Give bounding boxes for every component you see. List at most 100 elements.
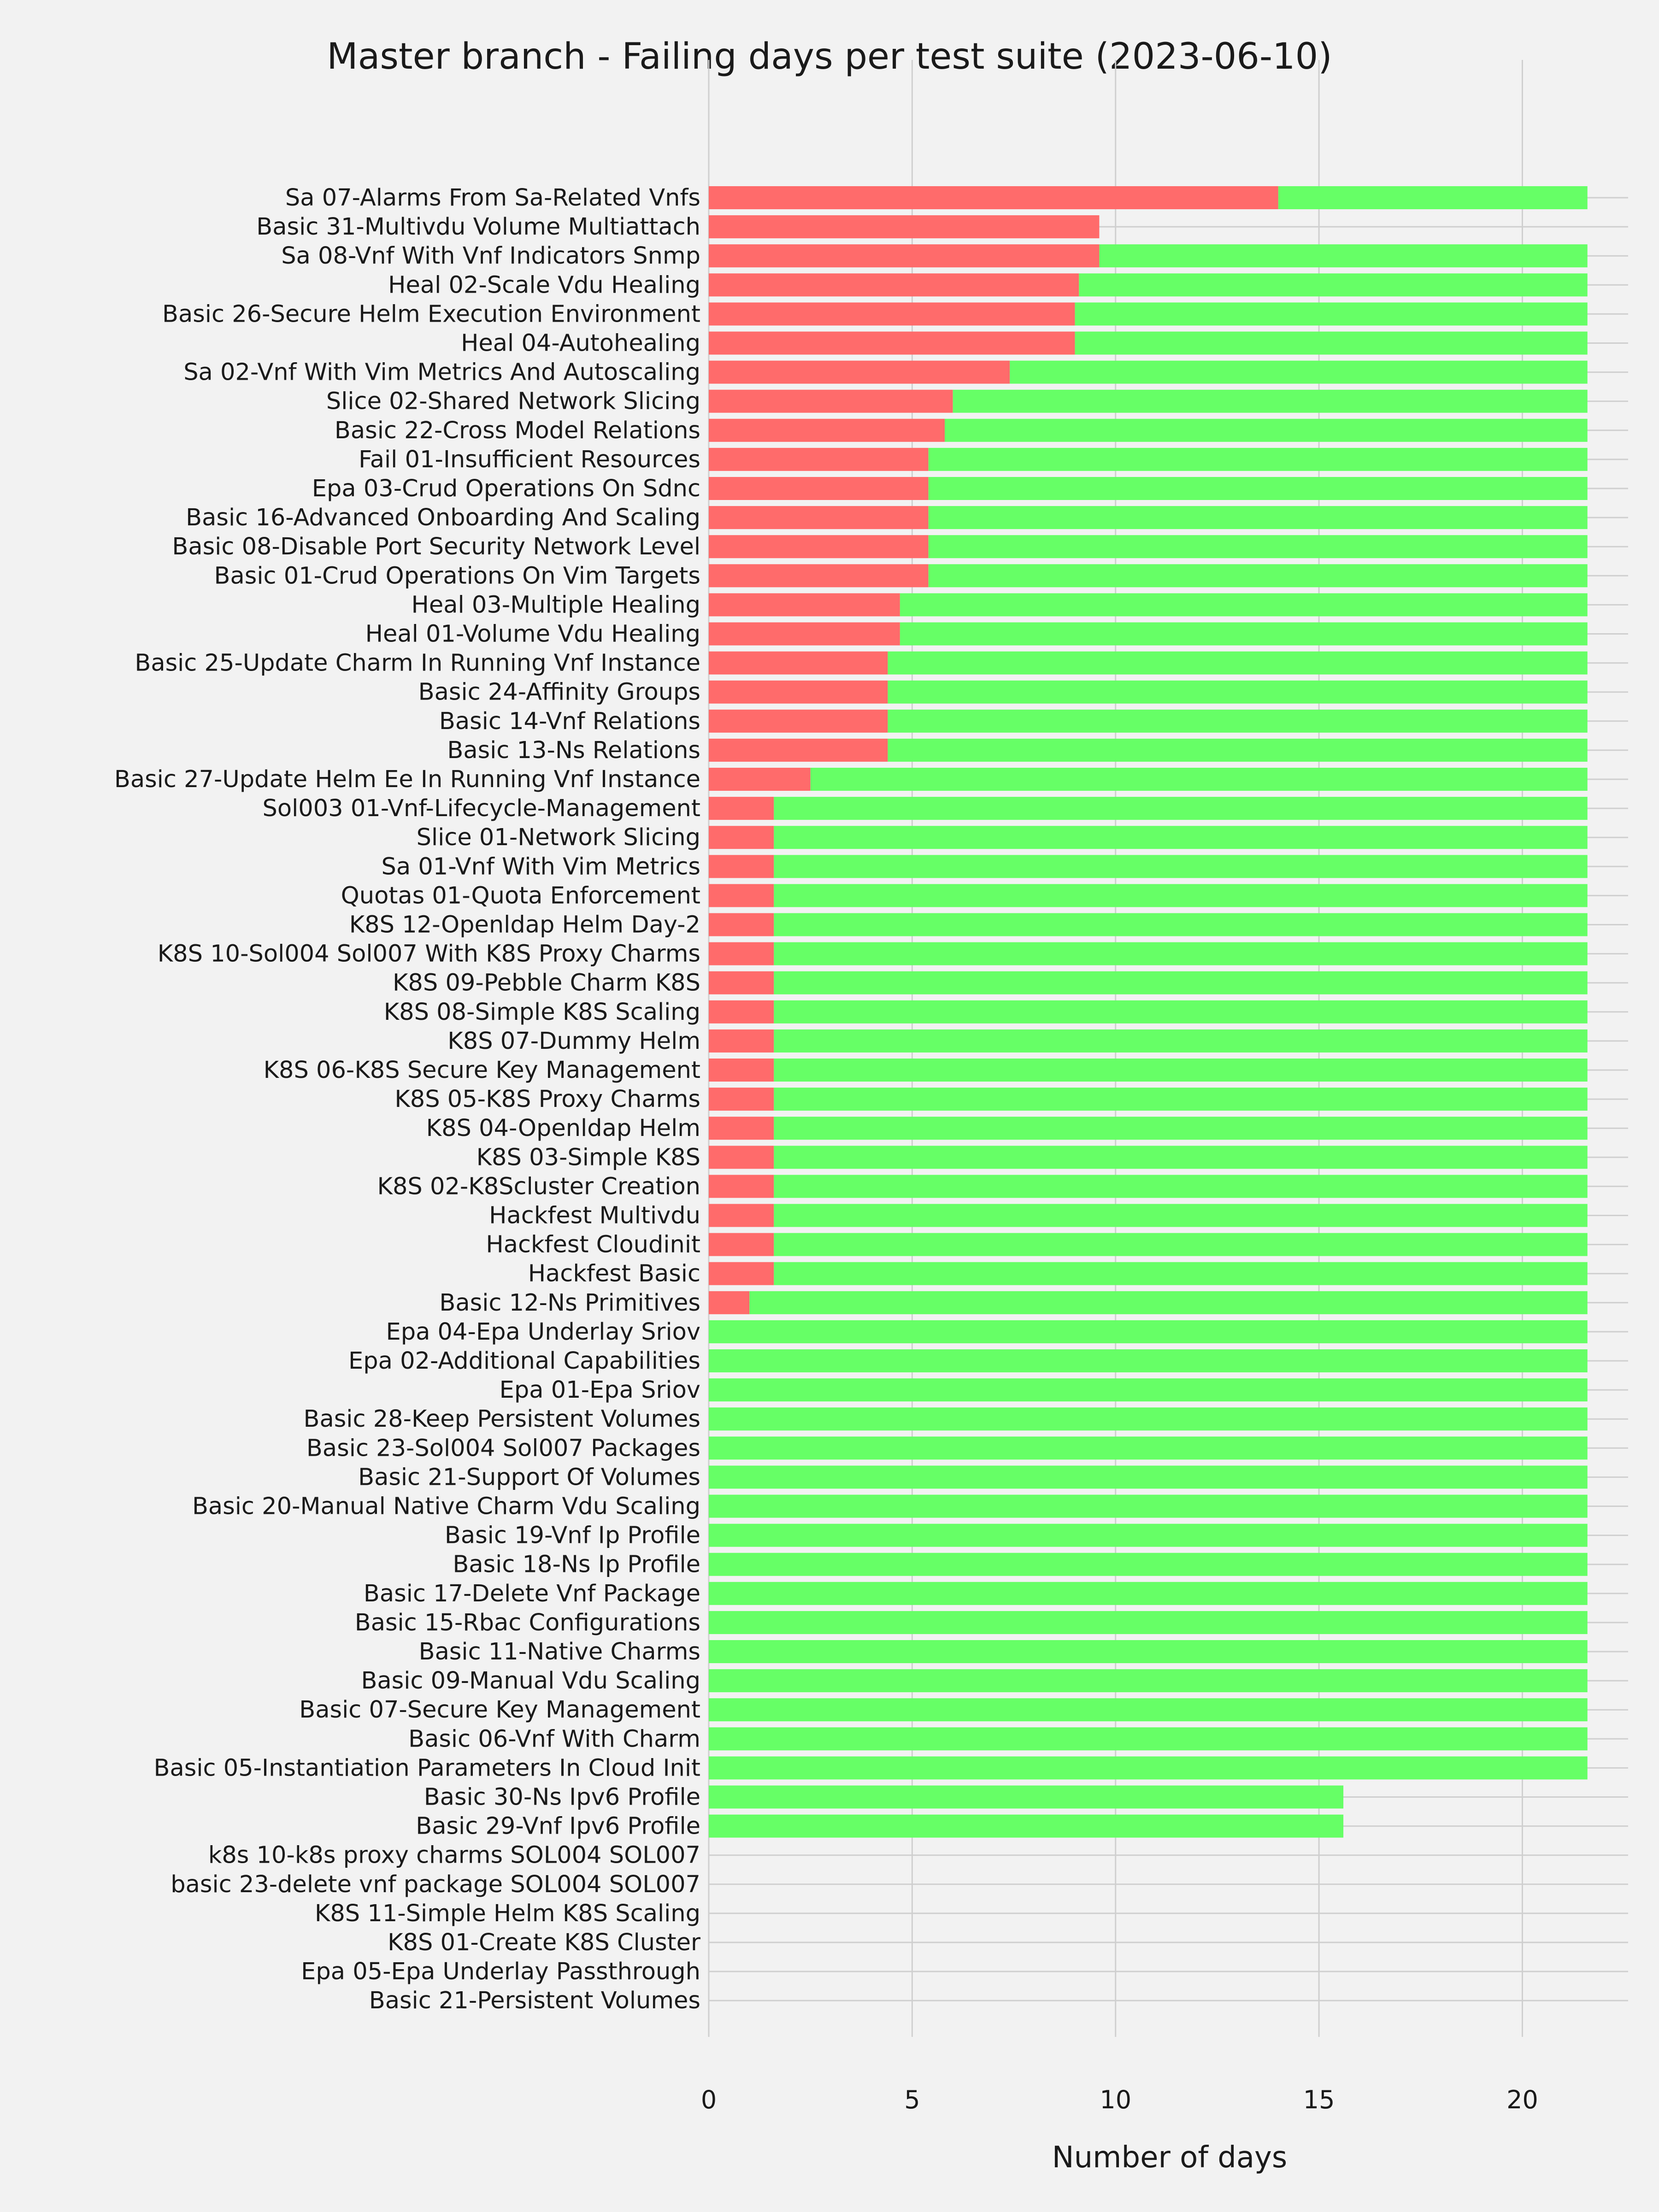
bar-pass-segment — [944, 418, 1588, 442]
bar-fail-segment — [709, 1088, 774, 1111]
bar-pass-segment — [928, 564, 1588, 588]
bar-fail-segment — [709, 622, 900, 646]
bar-pass-segment — [774, 1059, 1588, 1082]
bar-pass-segment — [709, 1436, 1588, 1460]
bar-pass-segment — [888, 680, 1588, 704]
bar-fail-segment — [709, 244, 1100, 268]
bar-fail-segment — [709, 797, 774, 820]
category-label: K8S 09-Pebble Charm K8S — [393, 970, 700, 997]
bar-fail-segment — [709, 768, 811, 791]
category-label: Epa 04-Epa Underlay Sriov — [386, 1318, 701, 1346]
category-label: Heal 01-Volume Vdu Healing — [365, 621, 700, 648]
category-label: Hackfest Multivdu — [489, 1202, 700, 1230]
bar-fail-segment — [709, 273, 1079, 297]
bar-fail-segment — [709, 709, 888, 733]
bar-pass-segment — [928, 535, 1588, 559]
category-label: Basic 05-Instantiation Parameters In Clo… — [154, 1754, 700, 1782]
bar-fail-segment — [709, 564, 929, 588]
bar-fail-segment — [709, 1000, 774, 1024]
bar-pass-segment — [774, 1117, 1588, 1140]
category-label: Sa 02-Vnf With Vim Metrics And Autoscali… — [183, 359, 700, 386]
category-label: Basic 28-Keep Persistent Volumes — [303, 1406, 700, 1433]
bar-fail-segment — [709, 1233, 774, 1256]
bar-pass-segment — [709, 1785, 1344, 1809]
bar-pass-segment — [774, 884, 1588, 907]
category-label: K8S 10-Sol004 Sol007 With K8S Proxy Char… — [158, 941, 700, 968]
category-label: Basic 15-Rbac Configurations — [355, 1609, 700, 1636]
category-label: Basic 20-Manual Native Charm Vdu Scaling — [192, 1493, 700, 1520]
category-label: Basic 16-Advanced Onboarding And Scaling — [186, 504, 700, 531]
bar-pass-segment — [709, 1349, 1588, 1372]
bar-fail-segment — [709, 360, 1010, 384]
bar-pass-segment — [888, 651, 1588, 675]
bar-pass-segment — [709, 1465, 1588, 1489]
bar-fail-segment — [709, 971, 774, 994]
category-label: Epa 02-Additional Capabilities — [348, 1347, 700, 1375]
bar-fail-segment — [709, 535, 929, 559]
x-tick-label: 0 — [701, 2085, 717, 2114]
bar-pass-segment — [953, 389, 1588, 413]
bar-fail-segment — [709, 1175, 774, 1198]
category-label: Basic 22-Cross Model Relations — [335, 417, 700, 444]
bar-pass-segment — [888, 709, 1588, 733]
category-label: Sa 08-Vnf With Vnf Indicators Snmp — [281, 242, 700, 270]
category-label: Basic 12-Ns Primitives — [439, 1289, 700, 1317]
category-label: Hackfest Cloudinit — [486, 1231, 700, 1259]
category-label: Basic 24-Affinity Groups — [418, 679, 700, 706]
category-label: Basic 25-Update Charm In Running Vnf Ins… — [135, 650, 700, 677]
category-label: K8S 04-Openldap Helm — [426, 1115, 700, 1142]
category-label: Basic 27-Update Helm Ee In Running Vnf I… — [114, 766, 700, 793]
bar-fail-segment — [709, 1029, 774, 1053]
bar-fail-segment — [709, 651, 888, 675]
bar-pass-segment — [709, 1494, 1588, 1518]
category-label: Epa 03-Crud Operations On Sdnc — [312, 475, 700, 502]
bar-fail-segment — [709, 855, 774, 878]
x-tick-label: 20 — [1506, 2085, 1538, 2114]
bar-fail-segment — [709, 302, 1075, 326]
category-label: basic 23-delete vnf package SOL004 SOL00… — [171, 1871, 700, 1898]
category-label: Basic 23-Sol004 Sol007 Packages — [306, 1435, 700, 1462]
bar-pass-segment — [709, 1524, 1588, 1547]
category-label: k8s 10-k8s proxy charms SOL004 SOL007 — [208, 1842, 700, 1869]
bar-fail-segment — [709, 1117, 774, 1140]
bar-fail-segment — [709, 1262, 774, 1285]
bar-pass-segment — [774, 913, 1588, 936]
bar-pass-segment — [774, 1233, 1588, 1256]
chart-title: Master branch - Failing days per test su… — [327, 36, 1332, 77]
x-tick-label: 15 — [1303, 2085, 1335, 2114]
bar-pass-segment — [774, 1204, 1588, 1227]
bar-fail-segment — [709, 593, 900, 617]
category-label: K8S 08-Simple K8S Scaling — [384, 999, 700, 1026]
category-label: Basic 14-Vnf Relations — [439, 708, 700, 735]
bar-fail-segment — [709, 186, 1278, 209]
bar-pass-segment — [709, 1756, 1588, 1780]
category-label: Heal 03-Multiple Healing — [412, 591, 700, 618]
bar-pass-segment — [709, 1582, 1588, 1605]
bar-fail-segment — [709, 331, 1075, 355]
category-label: Basic 07-Secure Key Management — [299, 1696, 700, 1724]
bar-fail-segment — [709, 506, 929, 529]
bar-fail-segment — [709, 1204, 774, 1227]
bar-fail-segment — [709, 884, 774, 907]
bar-pass-segment — [774, 1029, 1588, 1053]
category-label: Heal 04-Autohealing — [461, 330, 700, 357]
category-label: Basic 21-Support Of Volumes — [358, 1464, 700, 1491]
category-label: Hackfest Basic — [528, 1260, 700, 1288]
category-label: Basic 11-Native Charms — [419, 1638, 700, 1665]
bar-pass-segment — [928, 477, 1588, 500]
category-label: Epa 05-Epa Underlay Passthrough — [301, 1958, 700, 1985]
bar-pass-segment — [774, 942, 1588, 965]
bar-fail-segment — [709, 418, 945, 442]
bar-pass-segment — [810, 768, 1588, 791]
bar-fail-segment — [709, 826, 774, 849]
category-label: Sa 01-Vnf With Vim Metrics — [382, 853, 700, 880]
category-label: Basic 01-Crud Operations On Vim Targets — [214, 562, 700, 589]
bar-pass-segment — [774, 1175, 1588, 1198]
bar-fail-segment — [709, 1146, 774, 1169]
x-tick-label: 10 — [1100, 2085, 1131, 2114]
bar-pass-segment — [709, 1669, 1588, 1693]
category-label: Slice 01-Network Slicing — [417, 824, 700, 851]
category-label: Slice 02-Shared Network Slicing — [326, 388, 700, 415]
category-label: Basic 30-Ns Ipv6 Profile — [424, 1784, 700, 1811]
